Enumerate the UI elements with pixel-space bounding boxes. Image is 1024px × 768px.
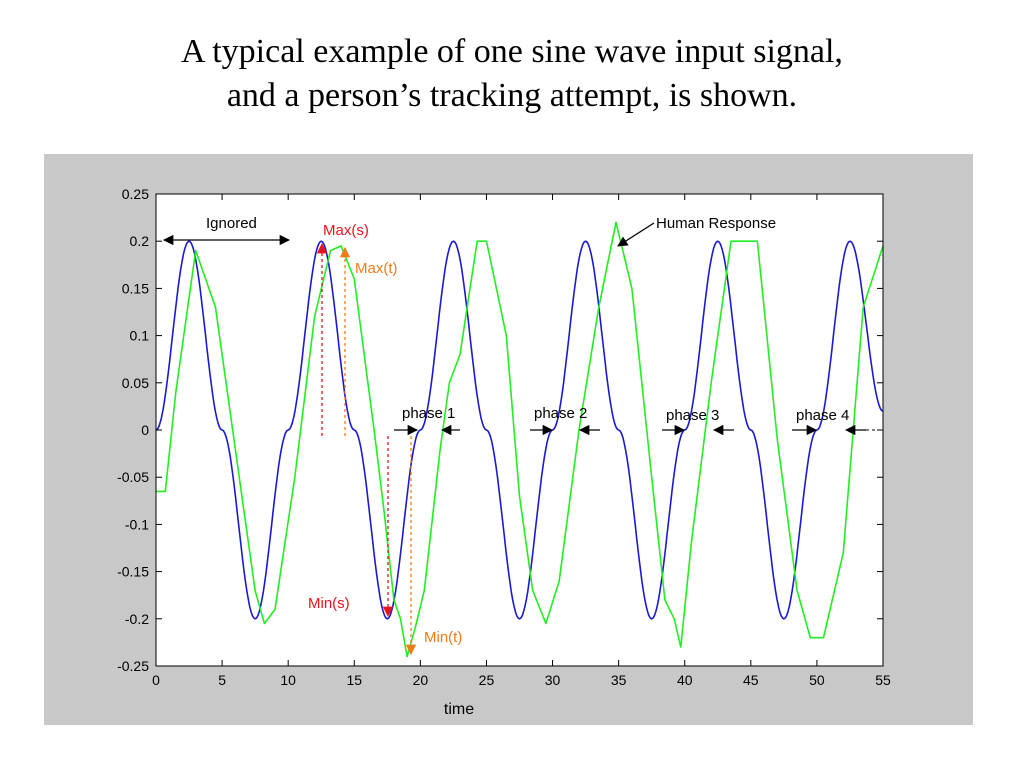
y-tick-label: 0 xyxy=(141,422,149,438)
x-axis-label: time xyxy=(444,701,474,718)
figure-panel: 0 5 10 15 20 25 30 35 40 45 50 55 0.25 0.2 0.15 0.1 0.05… xyxy=(44,154,973,725)
y-tick-label: -0.05 xyxy=(117,469,149,485)
x-tick-label: 35 xyxy=(611,672,627,688)
x-tick-label: 25 xyxy=(479,672,495,688)
y-tick-label: -0.1 xyxy=(125,516,149,532)
phase3-label: phase 3 xyxy=(666,407,719,424)
x-tick-label: 45 xyxy=(743,672,759,688)
series-layer xyxy=(155,221,884,658)
slide-title: A typical example of one sine wave input… xyxy=(0,30,1024,118)
slide-title-line-2: and a person’s tracking attempt, is show… xyxy=(226,77,798,114)
signal-line xyxy=(155,240,884,620)
ignored-label: Ignored xyxy=(206,215,257,232)
x-tick-label: 30 xyxy=(545,672,561,688)
y-tick-label: 0.15 xyxy=(122,280,149,296)
x-tick-label: 40 xyxy=(677,672,693,688)
x-tick-label: 15 xyxy=(346,672,362,688)
max-t-label: Max(t) xyxy=(355,260,398,277)
x-tick-label: 55 xyxy=(875,672,891,688)
y-tick-label: 0.25 xyxy=(122,186,149,202)
phase1-label: phase 1 xyxy=(402,405,455,422)
annotations: Ignored Human Response Max(s) Max(t) Min… xyxy=(162,215,882,656)
y-tick-label: -0.25 xyxy=(117,658,149,674)
phase2-label: phase 2 xyxy=(534,405,587,422)
ticks-layer: 0 5 10 15 20 25 30 35 40 45 50 55 0.25 0.2 0.15 0.1 0.05… xyxy=(117,186,891,688)
x-tick-label: 10 xyxy=(280,672,296,688)
y-tick-label: 0.2 xyxy=(130,233,150,249)
min-t-label: Min(t) xyxy=(424,629,462,646)
chart: 0 5 10 15 20 25 30 35 40 45 50 55 0.25 0.2 0.15 0.1 0.05… xyxy=(117,186,891,718)
y-tick-label: 0.1 xyxy=(130,328,150,344)
human-response-label: Human Response xyxy=(656,215,776,232)
slide-title-line-1: A typical example of one sine wave input… xyxy=(181,33,843,70)
x-tick-label: 20 xyxy=(413,672,429,688)
axes-background xyxy=(156,194,883,666)
human-response-arrow xyxy=(617,222,655,247)
x-tick-label: 5 xyxy=(218,672,226,688)
x-tick-label: 0 xyxy=(152,672,160,688)
max-s-label: Max(s) xyxy=(323,222,369,239)
y-tick-label: -0.15 xyxy=(117,564,149,580)
x-tick-label: 50 xyxy=(809,672,825,688)
min-s-label: Min(s) xyxy=(308,595,350,612)
y-tick-label: -0.2 xyxy=(125,611,149,627)
response-line xyxy=(156,221,884,658)
phase4-label: phase 4 xyxy=(796,407,849,424)
y-tick-label: 0.05 xyxy=(122,375,149,391)
